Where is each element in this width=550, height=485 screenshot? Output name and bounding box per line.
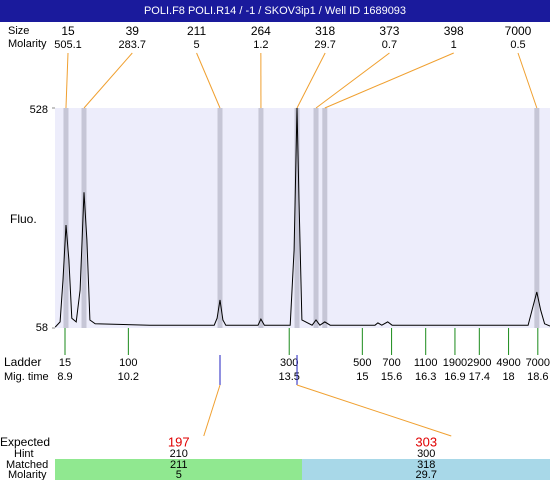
peak-connector [325, 53, 454, 108]
peak-band [534, 108, 539, 328]
ladder-size: 700 [382, 357, 400, 369]
peak-molarity: 0.5 [510, 39, 525, 51]
mig-time-label: Mig. time [4, 371, 49, 383]
peak-molarity: 1 [451, 39, 457, 51]
peak-size: 398 [444, 24, 464, 38]
peak-size: 211 [187, 24, 206, 38]
peak-band [63, 108, 68, 328]
mig-time: 8.9 [57, 371, 72, 383]
ladder-size: 500 [353, 357, 371, 369]
mig-time: 17.4 [469, 371, 490, 383]
peak-band [218, 108, 223, 328]
ladder-size: 100 [119, 357, 137, 369]
title: POLI.F8 POLI.R14 / -1 / SKOV3ip1 / Well … [144, 5, 406, 17]
y-tick-label: 58 [36, 322, 48, 334]
peak-size: 15 [61, 24, 75, 38]
matched-molarity: 29.7 [416, 469, 437, 480]
ladder-size: 2900 [467, 357, 491, 369]
matched-molarity: 5 [176, 469, 182, 480]
peak-band [258, 108, 263, 328]
peak-molarity: 5 [194, 39, 200, 51]
peak-size: 264 [251, 24, 271, 38]
mig-time: 16.9 [444, 371, 465, 383]
peak-band [322, 108, 327, 328]
peak-molarity: 505.1 [54, 39, 82, 51]
row-label: Molarity [8, 469, 47, 480]
peak-molarity: 29.7 [314, 39, 335, 51]
peak-connector [316, 53, 389, 108]
ladder-label: Ladder [4, 355, 41, 369]
mig-time: 10.2 [118, 371, 139, 383]
peak-connector [66, 53, 68, 108]
peak-molarity: 0.7 [382, 39, 397, 51]
ladder-size: 15 [59, 357, 71, 369]
peak-size: 7000 [505, 24, 532, 38]
peak-molarity: 283.7 [119, 39, 147, 51]
peak-connector [84, 53, 132, 108]
peak-connector [297, 53, 325, 108]
peak-size: 318 [315, 24, 335, 38]
ladder-size: 4900 [496, 357, 520, 369]
mig-time: 15.6 [381, 371, 402, 383]
ladder-size: 1100 [414, 357, 438, 369]
mig-time: 18 [502, 371, 514, 383]
size-row-label: Size [8, 25, 29, 37]
plot-area [55, 108, 550, 328]
mig-time: 15 [356, 371, 368, 383]
mig-time: 18.6 [527, 371, 548, 383]
peak-band [295, 108, 300, 328]
molarity-row-label: Molarity [8, 38, 47, 50]
peak-size: 373 [379, 24, 399, 38]
peak-band [314, 108, 319, 328]
mig-time: 16.3 [415, 371, 436, 383]
match-connector [204, 385, 220, 436]
peak-connector [518, 53, 537, 108]
ladder-size: 300 [280, 357, 298, 369]
ladder-size: 7000 [526, 357, 550, 369]
peak-molarity: 1.2 [253, 39, 268, 51]
peak-connector [197, 53, 220, 108]
y-tick-label: 528 [30, 104, 48, 116]
ladder-size: 1900 [443, 357, 467, 369]
y-axis-label: Fluo. [10, 212, 37, 226]
match-connector [297, 385, 451, 436]
peak-size: 39 [126, 24, 140, 38]
